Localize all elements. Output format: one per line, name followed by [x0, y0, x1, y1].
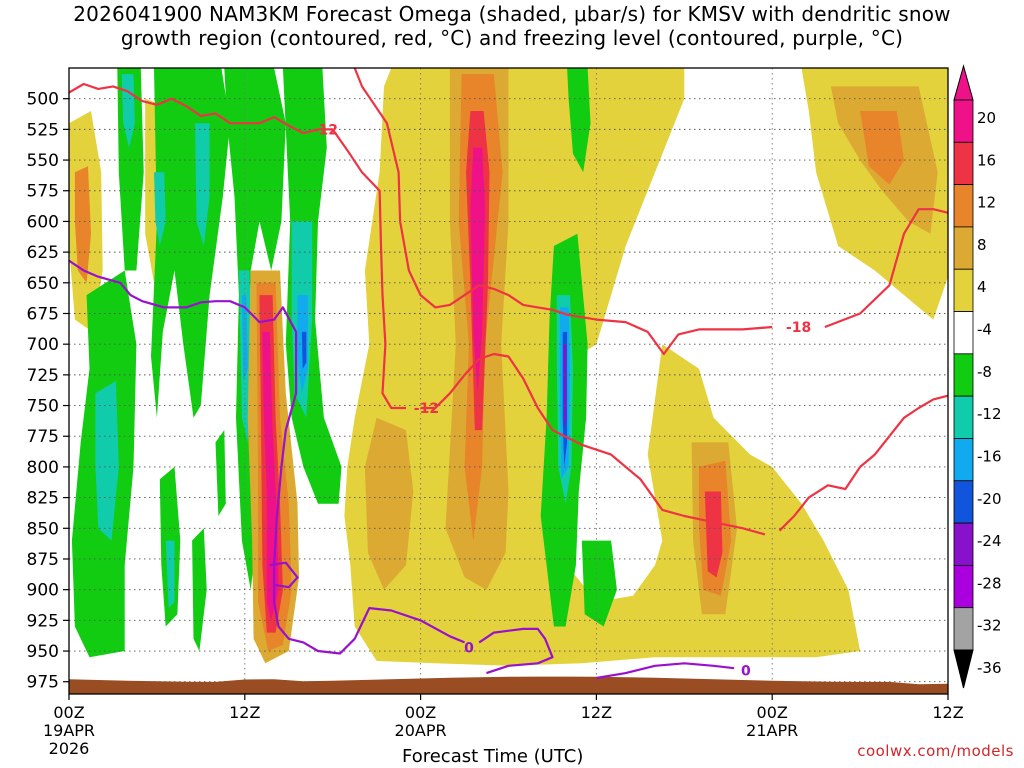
contour-label: -12 [414, 401, 439, 417]
colorbar-bin-violet [953, 564, 974, 609]
y-tick-label: 750 [27, 397, 59, 417]
colorbar-bin-purple [953, 522, 974, 566]
y-tick-label: 975 [27, 673, 59, 693]
colorbar-bin-red [953, 141, 974, 186]
y-tick-label: 925 [27, 611, 59, 631]
y-tick-label: 525 [27, 120, 59, 140]
omega-region-green [567, 68, 591, 173]
y-tick-label: 775 [27, 427, 59, 447]
omega-region-green [215, 430, 226, 516]
y-tick-label: 625 [27, 243, 59, 263]
colorbar-label: -12 [977, 405, 1002, 423]
colorbar-label: -16 [977, 447, 1002, 465]
x-axis-label: Forecast Time (UTC) [402, 746, 584, 767]
colorbar-bin-yellow [953, 268, 974, 312]
plot-frame [68, 67, 949, 695]
colorbar-bin-blue [953, 480, 974, 524]
contour--12b [420, 352, 766, 536]
contour-0d [269, 561, 299, 589]
y-tick-label: 700 [27, 335, 59, 355]
omega-region-green [581, 540, 617, 627]
x-tick-label: 12Z [581, 703, 612, 722]
colorbar-label: 4 [977, 278, 987, 296]
y-tick-label: 875 [27, 550, 59, 570]
omega-region-red [704, 491, 723, 578]
colorbar-label: -36 [977, 659, 1002, 677]
contour--12 [69, 82, 406, 410]
omega-region-green [224, 68, 286, 590]
y-tick-label: 825 [27, 489, 59, 509]
y-tick-label: 600 [27, 212, 59, 232]
omega-region-pink [470, 147, 486, 394]
contour-0c [596, 662, 735, 680]
contour-label: -12 [313, 122, 338, 138]
contour-0b [478, 627, 554, 675]
y-tick-label: 550 [27, 151, 59, 171]
y-tick-label: 725 [27, 366, 59, 386]
y-tick-label: 650 [27, 274, 59, 294]
colorbar-bin-cyan [953, 438, 974, 482]
omega-region-purple [563, 344, 567, 431]
colorbar-label: -8 [977, 363, 992, 381]
colorbar-top-triangle [953, 64, 974, 101]
colorbar-bin-pink [953, 99, 974, 143]
site-credit: coolwx.com/models [857, 742, 1014, 760]
colorbar-bin-orange [953, 184, 974, 228]
omega-region-orange [860, 111, 904, 185]
colorbar-label: 8 [977, 236, 987, 254]
colorbar-bin-gray [953, 607, 974, 651]
omega-region-teal [165, 540, 175, 609]
y-tick-label: 575 [27, 182, 59, 202]
contour-label: 0 [741, 664, 751, 680]
colorbar-label: -4 [977, 321, 992, 339]
y-tick-label: 850 [27, 519, 59, 539]
ground-terrain [69, 676, 948, 694]
x-tick-date: 20APR [395, 721, 447, 740]
x-tick-label: 00Z [53, 703, 84, 722]
contour--12c [778, 394, 948, 532]
y-tick-label: 500 [27, 90, 59, 110]
colorbar: 20 16 12 8 4 -4 -8 -12 -16 -20 -24 -28 -32 -36 [953, 64, 1002, 689]
y-tick-label: 800 [27, 458, 59, 478]
contours [69, 68, 948, 680]
colorbar-label: -28 [977, 574, 1002, 592]
colorbar-label: -32 [977, 617, 1002, 635]
contour--18 [353, 68, 773, 356]
colorbar-label: -24 [977, 532, 1002, 550]
omega-region-lightorange [364, 417, 414, 590]
chart-title-line-2: growth region (contoured, red, °C) and f… [120, 26, 904, 50]
contour-label: -18 [786, 320, 811, 336]
x-tick-label: 00Z [405, 703, 436, 722]
colorbar-label: -20 [977, 490, 1002, 508]
x-tick-year: 2026 [49, 739, 90, 758]
omega-region-blue [301, 331, 307, 369]
x-tick-date: 19APR [43, 721, 95, 740]
colorbar-bin-lightorange [953, 226, 974, 270]
contour-0 [69, 259, 466, 655]
omega-region-teal [195, 123, 210, 246]
colorbar-bottom-triangle [953, 649, 974, 689]
x-tick-date: 21APR [746, 721, 798, 740]
omega-region-orange [74, 166, 91, 283]
colorbar-bin-green [953, 353, 974, 397]
y-tick-label: 950 [27, 642, 59, 662]
colorbar-bin-white [953, 311, 974, 355]
y-tick-label: 900 [27, 581, 59, 601]
y-tick-label: 675 [27, 304, 59, 324]
colorbar-bin-teal [953, 395, 974, 439]
chart-title-line-1: 2026041900 NAM3KM Forecast Omega (shaded… [73, 2, 951, 26]
contour-label: 0 [464, 640, 474, 656]
colorbar-label: 12 [977, 194, 996, 212]
x-tick-label: 12Z [229, 703, 260, 722]
colorbar-label: 16 [977, 151, 996, 169]
omega-region-teal [95, 381, 119, 541]
colorbar-label: 20 [977, 109, 996, 127]
contour--18b [824, 208, 948, 329]
omega-region-teal [154, 172, 166, 246]
omega-region-green [151, 68, 231, 418]
x-tick-label: 00Z [757, 703, 788, 722]
x-tick-label: 12Z [932, 703, 963, 722]
